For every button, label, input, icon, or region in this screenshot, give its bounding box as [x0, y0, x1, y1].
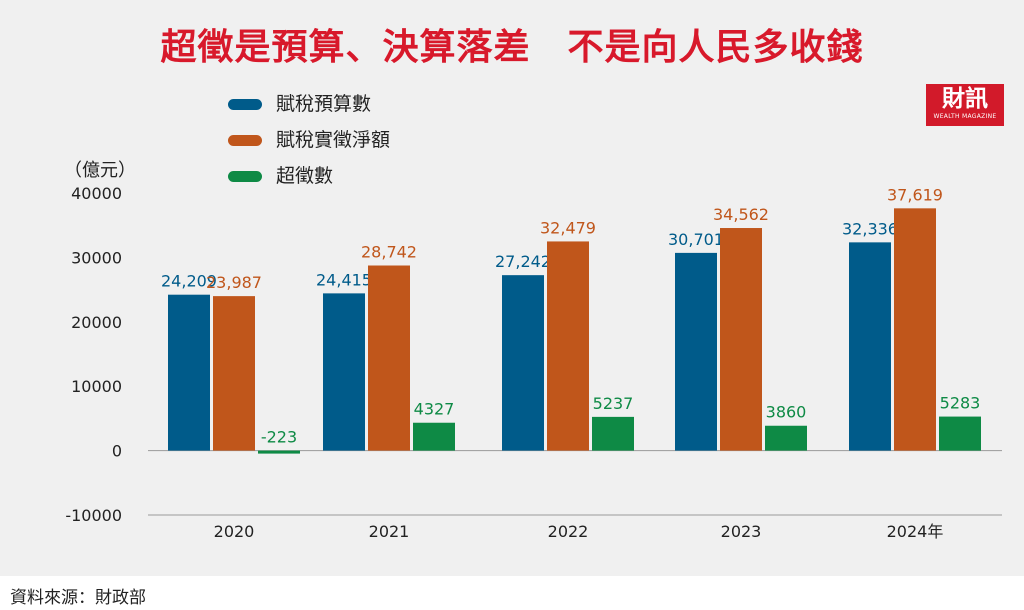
data-label-budget: 24,209: [161, 272, 217, 291]
bar-actual: [213, 296, 255, 451]
data-label-budget: 27,242: [495, 252, 551, 271]
wealth-magazine-logo: 財訊 WEALTH MAGAZINE: [926, 84, 1004, 126]
data-label-actual: 34,562: [713, 205, 769, 224]
bar-excess: [765, 425, 807, 451]
bar-budget: [323, 293, 365, 451]
y-tick-label: -10000: [65, 506, 122, 525]
y-tick-label: 10000: [71, 377, 122, 396]
logo-subtext: WEALTH MAGAZINE: [933, 113, 997, 120]
y-tick-label: 40000: [71, 184, 122, 203]
bar-budget: [168, 294, 210, 451]
bar-excess: [258, 450, 300, 454]
legend-label-budget: 賦稅預算數: [276, 93, 372, 115]
data-label-actual: 37,619: [887, 185, 943, 204]
bar-budget: [675, 252, 717, 451]
data-label-budget: 30,701: [668, 230, 724, 249]
bar-chart: -10000 0 10000 20000 30000 40000 24,209 24,415 2…: [65, 184, 1002, 541]
bar-actual: [368, 265, 410, 451]
y-tick-label: 0: [112, 442, 122, 461]
legend-swatch-actual: [228, 135, 262, 146]
logo-text: 財訊: [942, 85, 988, 112]
bar-actual: [894, 208, 936, 451]
x-tick-label: 2021: [369, 522, 410, 541]
x-tick-label: 2020: [214, 522, 255, 541]
data-label-actual: 23,987: [206, 273, 262, 292]
data-label-budget: 32,336: [842, 219, 898, 238]
bar-excess: [413, 422, 455, 451]
data-label-actual: 32,479: [540, 218, 596, 237]
x-tick-label: 2024年: [887, 522, 944, 541]
source-note: 資料來源：財政部: [10, 588, 146, 608]
bar-excess: [939, 416, 981, 451]
bar-budget: [502, 275, 544, 451]
data-label-excess: 4327: [414, 400, 455, 419]
data-label-excess: 3860: [766, 403, 807, 422]
x-tick-label: 2022: [548, 522, 589, 541]
y-tick-label: 30000: [71, 248, 122, 267]
x-tick-label: 2023: [721, 522, 762, 541]
chart-title: 超徵是預算、決算落差 不是向人民多收錢: [160, 26, 864, 68]
bar-budget: [849, 242, 891, 451]
data-label-budget: 24,415: [316, 270, 372, 289]
legend-label-actual: 賦稅實徵淨額: [276, 129, 391, 151]
y-axis-unit-label: （億元）: [64, 160, 136, 181]
data-label-excess: 5237: [593, 394, 634, 413]
data-label-excess: 5283: [940, 394, 981, 413]
legend-label-excess: 超徵數: [276, 165, 334, 187]
legend-swatch-excess: [228, 171, 262, 182]
y-tick-label: 20000: [71, 313, 122, 332]
bar-excess: [592, 416, 634, 451]
bar-actual: [720, 228, 762, 451]
bar-actual: [547, 241, 589, 451]
data-label-actual: 28,742: [361, 243, 417, 262]
data-label-excess: -223: [261, 428, 297, 447]
legend-swatch-budget: [228, 99, 262, 110]
